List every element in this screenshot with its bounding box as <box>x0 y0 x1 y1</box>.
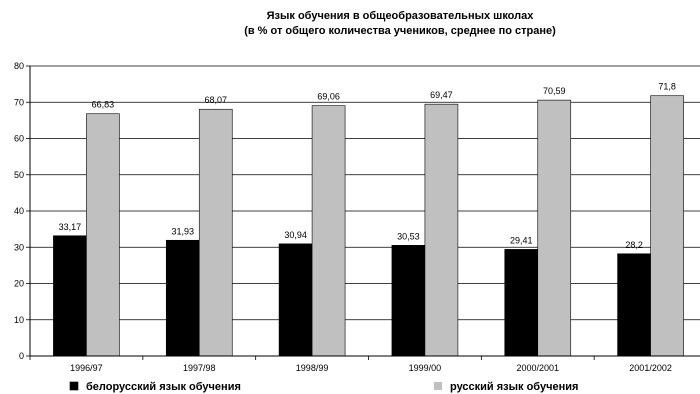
legend-label-belarusian: белорусский язык обучения <box>86 381 241 393</box>
y-tick-label: 0 <box>19 351 24 361</box>
data-label-russian: 71,8 <box>658 82 676 92</box>
x-tick-label: 1998/99 <box>296 363 329 373</box>
y-tick-label: 30 <box>14 242 24 252</box>
y-tick-label: 60 <box>14 134 24 144</box>
data-label-russian: 68,07 <box>204 95 227 105</box>
bar-belarusian <box>165 239 200 357</box>
data-label-belarusian: 30,53 <box>397 231 420 241</box>
bar-russian <box>198 108 233 357</box>
x-tick-label: 2001/2002 <box>629 363 672 373</box>
bar-russian <box>311 105 346 357</box>
y-tick-label: 80 <box>14 61 24 71</box>
bar-russian <box>424 103 459 357</box>
y-tick-label: 50 <box>14 170 24 180</box>
bar-belarusian <box>617 253 651 357</box>
data-label-belarusian: 33,17 <box>59 222 82 232</box>
data-label-belarusian: 29,41 <box>510 235 533 245</box>
data-label-belarusian: 30,94 <box>284 230 307 240</box>
data-label-russian: 69,06 <box>317 92 340 102</box>
y-tick-label: 40 <box>14 206 24 216</box>
bar-belarusian <box>53 235 87 357</box>
bar-russian <box>650 95 684 357</box>
legend-label-russian: русский язык обучения <box>450 381 578 393</box>
data-label-russian: 69,47 <box>430 90 453 100</box>
data-label-russian: 70,59 <box>543 86 566 96</box>
y-tick-label: 20 <box>14 279 24 289</box>
data-label-belarusian: 28,2 <box>625 240 643 250</box>
legend-swatch-russian <box>434 382 442 390</box>
x-tick-label: 1996/97 <box>70 363 103 373</box>
x-tick-label: 1999/00 <box>409 363 442 373</box>
chart-subtitle: (в % от общего количества учеников, сред… <box>244 24 556 37</box>
chart-title: Язык обучения в общеобразовательных школ… <box>266 10 534 22</box>
data-label-russian: 66,83 <box>92 100 115 110</box>
x-tick-label: 2000/2001 <box>516 363 559 373</box>
bar-russian <box>537 99 572 357</box>
y-tick-label: 70 <box>14 97 24 107</box>
data-label-belarusian: 31,93 <box>171 226 194 236</box>
bar-russian <box>86 113 120 357</box>
chart-title-block: Язык обучения в общеобразовательных школ… <box>0 9 700 39</box>
bar-belarusian <box>391 245 426 357</box>
y-tick-label: 10 <box>14 315 24 325</box>
legend-swatch-belarusian <box>69 381 79 391</box>
bar-belarusian <box>278 243 313 357</box>
bar-belarusian <box>504 249 539 357</box>
x-tick-label: 1997/98 <box>183 363 216 373</box>
